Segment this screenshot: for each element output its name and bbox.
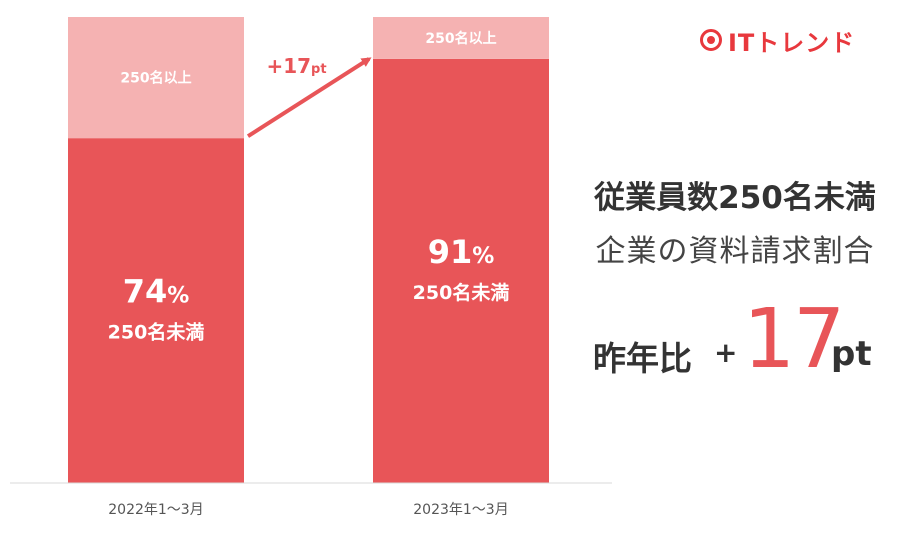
bar-segment-under-250 [373, 58, 549, 483]
data-label-over-250: 250名以上 [425, 30, 496, 47]
x-tick-label: 2023年1〜3月 [413, 502, 508, 518]
headline-line1: 従業員数250名未満 [594, 180, 876, 216]
bar-segment-over-250 [373, 17, 549, 59]
data-label-percent: 74% [123, 273, 190, 311]
data-label-percent: 91% [428, 233, 495, 271]
increase-arrow [246, 57, 372, 138]
yoy-label: 昨年比 [593, 339, 692, 378]
yoy-unit: pt [831, 334, 872, 374]
data-label-series-name: 250名未満 [108, 321, 205, 344]
yoy-sign: + [714, 336, 738, 369]
logo-text: ITトレンド [728, 28, 856, 57]
bar-segment-over-250 [68, 17, 244, 139]
yoy-summary: 昨年比 + 17 pt [593, 290, 893, 387]
bar-segment-under-250 [68, 138, 244, 483]
headline-line2: 企業の資料請求割合 [595, 234, 875, 269]
yoy-value: 17 [743, 292, 845, 387]
logo-mark-icon [700, 29, 722, 51]
x-tick-label: 2022年1〜3月 [108, 502, 203, 518]
annotation-label: +17pt [266, 54, 326, 78]
data-label-series-name: 250名未満 [413, 281, 510, 304]
data-label-over-250: 250名以上 [120, 70, 191, 87]
logo: ITトレンド [700, 22, 855, 58]
